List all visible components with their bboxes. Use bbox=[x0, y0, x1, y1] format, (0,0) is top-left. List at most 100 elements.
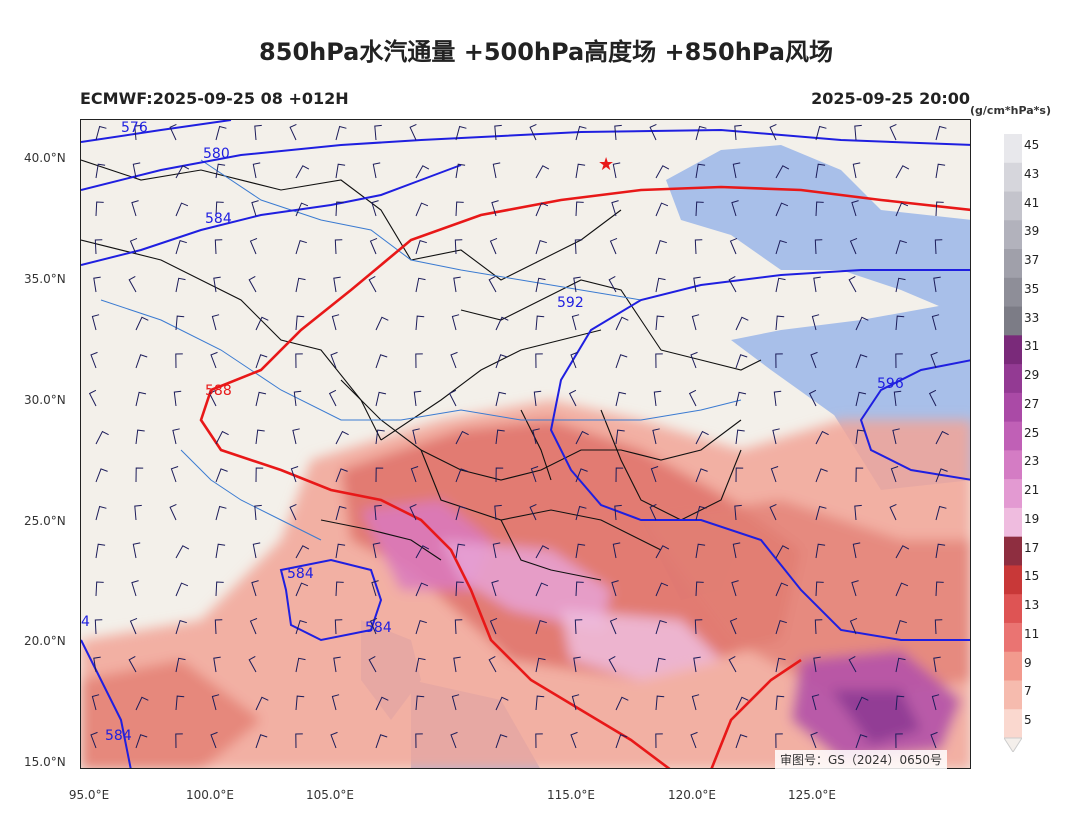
wind-barb bbox=[415, 582, 429, 597]
wind-barb bbox=[935, 581, 944, 597]
wind-barb bbox=[851, 200, 859, 217]
wind-barb bbox=[533, 390, 542, 407]
wind-barb bbox=[855, 429, 865, 445]
wind-barb bbox=[415, 239, 427, 255]
wind-barb bbox=[530, 466, 539, 483]
wind-barb bbox=[575, 581, 584, 597]
wind-barb bbox=[129, 617, 138, 635]
wind-barb bbox=[251, 200, 259, 217]
wind-barb bbox=[415, 277, 426, 293]
contour-label-584-north: 584 bbox=[205, 211, 232, 227]
wind-barb bbox=[895, 277, 906, 293]
wind-barb bbox=[134, 124, 142, 141]
wind-barb bbox=[652, 428, 660, 445]
wind-barb bbox=[375, 734, 388, 749]
wind-barb bbox=[489, 617, 498, 635]
wind-barb bbox=[415, 733, 423, 749]
wind-barb bbox=[495, 696, 509, 711]
wind-barb bbox=[295, 165, 310, 179]
wind-barb bbox=[215, 543, 226, 559]
wind-barb bbox=[95, 163, 106, 179]
wind-barb bbox=[575, 468, 588, 483]
wind-barb bbox=[254, 124, 262, 141]
wind-barb bbox=[615, 391, 627, 407]
wind-barb bbox=[775, 239, 787, 255]
wind-barb bbox=[693, 276, 701, 293]
wind-barb bbox=[690, 731, 698, 749]
wind-barb bbox=[815, 468, 828, 483]
wind-barb bbox=[574, 619, 583, 635]
wind-barb bbox=[211, 314, 220, 331]
wind-barb bbox=[615, 429, 625, 445]
wind-barb bbox=[495, 467, 504, 483]
wind-barb bbox=[330, 731, 338, 749]
wind-barb bbox=[808, 389, 817, 407]
wind-barb bbox=[175, 353, 183, 369]
wind-barb bbox=[735, 734, 748, 749]
wind-barb bbox=[492, 162, 501, 179]
colorbar-swatch bbox=[1004, 220, 1022, 250]
wind-barb bbox=[335, 468, 348, 483]
wind-barb bbox=[895, 239, 907, 255]
wind-barb bbox=[215, 468, 228, 483]
wind-barb bbox=[295, 353, 303, 369]
wind-barb bbox=[615, 316, 629, 331]
wind-barb bbox=[451, 314, 460, 331]
wind-barb bbox=[694, 619, 703, 635]
wind-barb bbox=[374, 124, 382, 141]
wind-barb bbox=[292, 428, 300, 445]
wind-barb bbox=[655, 353, 663, 369]
wind-barb bbox=[691, 314, 700, 331]
wind-barb bbox=[571, 314, 580, 331]
wind-barb bbox=[655, 545, 670, 559]
wind-barb bbox=[455, 125, 467, 141]
wind-barb bbox=[735, 316, 749, 331]
wind-barb bbox=[172, 428, 180, 445]
colorbar-swatch bbox=[1004, 709, 1022, 739]
colorbar bbox=[1004, 134, 1022, 752]
wind-barb bbox=[213, 276, 221, 293]
wind-barb bbox=[331, 694, 340, 711]
wind-barb bbox=[848, 655, 857, 673]
wind-barb bbox=[170, 466, 179, 483]
colorbar-level-label: 41 bbox=[1024, 195, 1040, 210]
wind-barb bbox=[454, 619, 463, 635]
wind-barb bbox=[615, 354, 628, 369]
wind-barb bbox=[769, 123, 777, 141]
wind-barb bbox=[451, 694, 460, 711]
colorbar-swatch bbox=[1004, 450, 1022, 480]
wind-barb bbox=[132, 542, 141, 559]
wind-barb bbox=[90, 351, 98, 369]
wind-barb bbox=[453, 656, 461, 673]
wind-barb bbox=[295, 545, 310, 559]
wind-barb bbox=[450, 731, 458, 749]
wind-barb bbox=[368, 275, 377, 293]
wind-barb bbox=[95, 581, 104, 597]
wind-barb bbox=[935, 505, 947, 521]
colorbar-swatch bbox=[1004, 277, 1022, 308]
wind-barb bbox=[811, 314, 820, 331]
wind-barb bbox=[128, 655, 137, 673]
colorbar-level-label: 37 bbox=[1024, 253, 1040, 268]
wind-barb bbox=[895, 545, 910, 559]
wind-barbs bbox=[88, 123, 949, 749]
wind-barb bbox=[851, 580, 859, 597]
wind-barb bbox=[175, 657, 186, 673]
wind-barb bbox=[135, 316, 149, 331]
wind-barb bbox=[695, 430, 709, 445]
wind-barb bbox=[854, 504, 862, 521]
wind-barb bbox=[95, 125, 107, 141]
wind-barb bbox=[215, 505, 227, 521]
contour-label-596: 596 bbox=[877, 376, 904, 392]
wind-barb bbox=[895, 165, 910, 179]
wind-barb bbox=[892, 428, 900, 445]
wind-barb bbox=[88, 389, 97, 407]
wind-barb bbox=[655, 695, 665, 711]
wind-barb bbox=[655, 619, 667, 635]
colorbar-swatch bbox=[1004, 680, 1022, 710]
contour-label-edge: 4 bbox=[81, 614, 90, 630]
wind-barb bbox=[375, 429, 385, 445]
wind-barb bbox=[175, 202, 189, 217]
wind-barb bbox=[815, 581, 824, 597]
wind-barb bbox=[410, 466, 419, 483]
